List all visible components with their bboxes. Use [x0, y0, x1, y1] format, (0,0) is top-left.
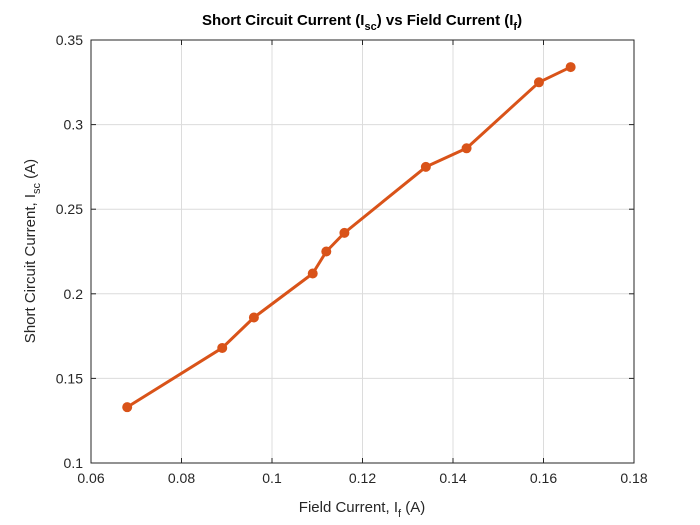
data-point [122, 402, 133, 413]
data-marks [122, 62, 576, 413]
ylabel-end: (A) [22, 159, 39, 183]
xlabel-end: (A) [401, 499, 425, 516]
y-tick-label: 0.1 [64, 455, 84, 471]
title-main: Short Circuit Current (I [202, 12, 365, 29]
ylabel-main: Short Circuit Current, I [22, 194, 39, 343]
ticks: 0.06 0.08 0.1 0.12 0.14 0.16 0.18 0.1 0.15 0.2 0.2… [56, 32, 648, 486]
x-tick-label: 0.14 [439, 470, 466, 486]
y-tick-label: 0.15 [56, 370, 83, 386]
data-point [217, 342, 228, 353]
x-axis-label: Field Current, If (A) [299, 499, 425, 520]
data-point [533, 77, 544, 88]
data-point [248, 312, 259, 323]
y-tick-label: 0.35 [56, 32, 83, 48]
x-tick-label: 0.18 [620, 470, 647, 486]
title-sub-f: f [513, 21, 517, 33]
data-point [321, 246, 332, 257]
x-tick-label: 0.1 [262, 470, 282, 486]
x-tick-label: 0.08 [168, 470, 195, 486]
data-point [307, 268, 318, 279]
data-point [339, 227, 350, 238]
y-tick-label: 0.3 [64, 117, 84, 133]
title-mid: ) vs Field Current (I [377, 12, 514, 29]
chart-title: Short Circuit Current (Isc) vs Field Cur… [202, 12, 522, 33]
title-sub-sc: sc [364, 21, 376, 33]
x-tick-label: 0.06 [77, 470, 104, 486]
grid [90, 39, 635, 464]
y-tick-label: 0.2 [64, 286, 84, 302]
x-tick-label: 0.12 [349, 470, 376, 486]
ylabel-sub: sc [31, 182, 43, 194]
title-end: ) [517, 12, 522, 29]
x-tick-label: 0.16 [530, 470, 557, 486]
y-tick-label: 0.25 [56, 201, 83, 217]
y-axis-label: Short Circuit Current, Isc (A) [22, 159, 43, 343]
xlabel-main: Field Current, I [299, 499, 398, 516]
xlabel-sub: f [398, 508, 402, 520]
data-point [565, 62, 576, 73]
data-point [461, 143, 472, 154]
series-line [126, 65, 572, 409]
data-point [420, 161, 431, 172]
